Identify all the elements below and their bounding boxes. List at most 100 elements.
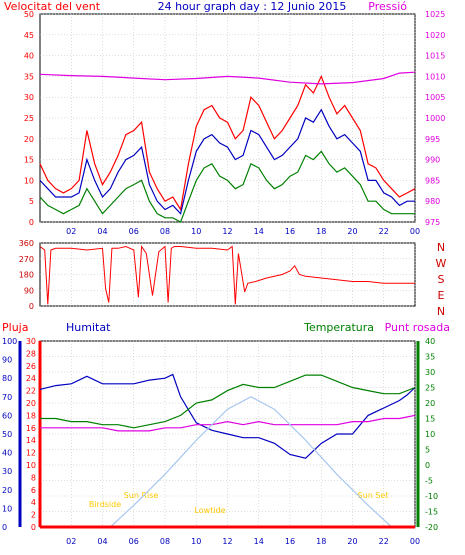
compass-label: S [438,273,445,286]
pressure-title: Pressió [368,0,407,13]
thermo-x-tick-label: 10 [191,537,201,546]
thermo-x-tick-label: 02 [66,537,76,546]
humidity-tick-label: 60 [2,411,12,420]
wind-x-tick-label: 04 [97,227,107,236]
humidity-tick-label: 10 [2,504,12,513]
wind-x-tick-label: 14 [254,227,264,236]
temperature-tick-label: -15 [425,508,438,517]
rain-tick-label: 2 [31,511,36,520]
wind-series-green-line [39,150,415,223]
temperature-tick-label: -20 [425,523,438,532]
wind-left-tick-label: 10 [24,176,34,185]
sun-tide-annotation: Lowtide [194,506,225,515]
thermo-x-tick-label: 00 [410,537,420,546]
wind-left-tick-label: 40 [24,52,34,61]
rain-tick-label: 12 [26,449,36,458]
thermo-series-green-line [40,374,416,429]
humidity-tick-label: 40 [2,449,12,458]
humidity-tick-label: 90 [2,356,12,365]
pressure-right-tick-label: 1025 [425,10,445,19]
wind-x-tick-label: 18 [316,227,326,236]
wind-x-tick-label: 22 [379,227,389,236]
rain-tick-label: 18 [26,411,36,420]
pressure-right-tick-label: 985 [425,176,440,185]
rain-tick-label: 4 [31,498,36,507]
sun-tide-annotation: Sun Set [358,491,389,500]
compass-label: N [437,305,445,318]
thermo-legend-label: Temperatura [303,321,374,334]
direction-left-tick-label: 270 [19,255,34,264]
thermo-legend-label: Humitat [66,321,111,334]
thermo-x-tick-label: 04 [97,537,107,546]
rain-tick-label: 24 [26,374,36,383]
temperature-tick-label: 0 [425,461,430,470]
rain-tick-label: 26 [26,362,36,371]
humidity-tick-label: 20 [2,486,12,495]
temperature-tick-label: -10 [425,492,438,501]
humidity-tick-label: 30 [2,467,12,476]
direction-left-tick-label: 180 [19,271,34,280]
temperature-tick-label: 35 [425,353,435,362]
temperature-tick-label: 15 [425,415,435,424]
pressure-right-tick-label: 995 [425,135,440,144]
compass-label: N [437,241,445,254]
compass-label: W [436,257,447,270]
humidity-tick-label: 50 [2,430,12,439]
humidity-tick-label: 80 [2,374,12,383]
wind-x-tick-label: 08 [160,227,170,236]
wind-x-tick-label: 12 [222,227,232,236]
pressure-right-tick-label: 1005 [425,93,445,102]
direction-left-tick-label: 90 [24,286,34,295]
rain-tick-label: 20 [26,399,36,408]
rain-tick-label: 14 [26,436,36,445]
rain-tick-label: 10 [26,461,36,470]
rain-tick-label: 6 [31,486,36,495]
rain-tick-label: 0 [31,523,36,532]
thermo-x-tick-label: 08 [160,537,170,546]
wind-speed-title: Velocitat del vent [4,0,101,13]
wind-x-tick-label: 00 [410,227,420,236]
wind-series-blue-line [39,108,415,215]
wind-series-magenta-line [39,71,416,85]
humidity-tick-label: 0 [2,523,7,532]
pressure-right-tick-label: 1020 [425,31,445,40]
pressure-right-tick-label: 1000 [425,114,445,123]
pressure-right-tick-label: 1015 [425,52,445,61]
rain-tick-label: 30 [26,337,36,346]
thermo-x-tick-label: 20 [347,537,357,546]
direction-left-tick-label: 0 [29,302,34,311]
wind-x-tick-label: 20 [347,227,357,236]
wind-x-tick-label: 06 [129,227,139,236]
wind-x-tick-label: 16 [285,227,295,236]
thermo-x-tick-label: 12 [222,537,232,546]
thermo-legend-label: Punt rosada [385,321,450,334]
wind-left-tick-label: 0 [29,218,34,227]
thermo-series-sky-line [109,396,393,528]
thermo-x-tick-label: 14 [254,537,264,546]
temperature-tick-label: 10 [425,430,435,439]
wind-left-tick-label: 30 [24,93,34,102]
thermo-x-tick-label: 06 [129,537,139,546]
thermo-x-tick-label: 22 [379,537,389,546]
rain-tick-label: 22 [26,387,36,396]
thermo-x-tick-label: 18 [316,537,326,546]
wind-left-tick-label: 5 [29,197,34,206]
rain-tick-label: 8 [31,473,36,482]
sun-tide-annotation: Birdside [89,500,121,509]
wind-x-tick-label: 10 [191,227,201,236]
pressure-right-tick-label: 990 [425,156,440,165]
temperature-tick-label: -5 [425,477,433,486]
wind-left-tick-label: 20 [24,135,34,144]
direction-series-line [39,244,415,305]
wind-left-tick-label: 50 [24,10,34,19]
temperature-tick-label: 5 [425,446,430,455]
rain-tick-label: 16 [26,424,36,433]
wind-left-tick-label: 25 [24,114,34,123]
humidity-tick-label: 100 [2,337,17,346]
graph-date-title: 24 hour graph day : 12 Junio 2015 [158,0,347,13]
pressure-right-tick-label: 980 [425,197,440,206]
pressure-right-tick-label: 1010 [425,72,445,81]
thermo-x-tick-label: 16 [285,537,295,546]
